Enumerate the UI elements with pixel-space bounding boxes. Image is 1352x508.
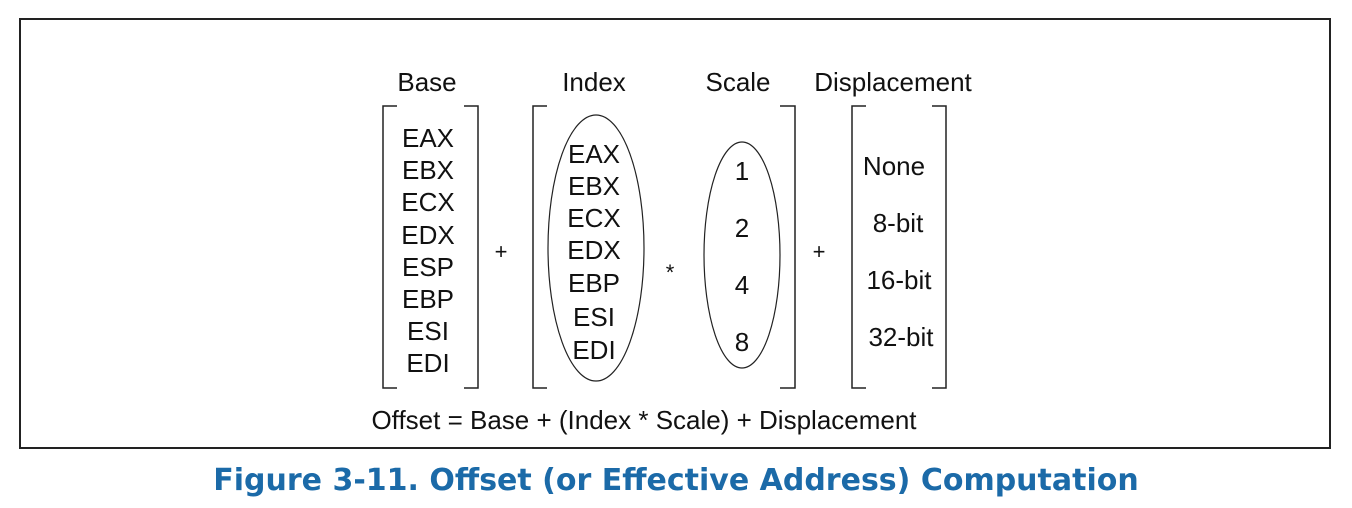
base-register: EAX — [401, 123, 455, 153]
base-register: ECX — [401, 187, 455, 217]
index-ellipse — [547, 114, 645, 382]
displacement-value: 8-bit — [872, 208, 924, 238]
offset-formula: Offset = Base + (Index * Scale) + Displa… — [371, 405, 917, 435]
index-register: ESI — [573, 302, 615, 332]
index-header: Index — [562, 67, 626, 97]
scale-value: 1 — [734, 156, 750, 186]
base-register: EBP — [401, 284, 455, 314]
index-register: EAX — [567, 139, 621, 169]
index-scale-bracket-left — [532, 105, 547, 389]
displacement-bracket-right — [932, 105, 947, 389]
scale-value: 8 — [734, 327, 750, 357]
scale-header: Scale — [705, 67, 771, 97]
index-register: EBP — [567, 268, 621, 298]
plus-operator: + — [494, 239, 508, 264]
index-scale-bracket-right — [780, 105, 796, 389]
base-header: Base — [397, 67, 457, 97]
multiply-operator: * — [665, 260, 675, 285]
base-bracket-right — [464, 105, 479, 389]
base-bracket-left — [382, 105, 397, 389]
displacement-value: 16-bit — [866, 265, 932, 295]
displacement-value: None — [862, 151, 926, 181]
base-register: EDI — [406, 348, 450, 378]
plus-operator: + — [812, 239, 826, 264]
scale-ellipse — [703, 141, 781, 369]
base-register: ESP — [401, 252, 455, 282]
base-register: EBX — [401, 155, 455, 185]
diagram-frame — [19, 18, 1331, 449]
figure-caption: Figure 3-11. Offset (or Effective Addres… — [213, 463, 1139, 498]
scale-value: 2 — [734, 213, 750, 243]
displacement-bracket-left — [851, 105, 866, 389]
index-register: ECX — [567, 203, 621, 233]
index-register: EDI — [572, 335, 616, 365]
index-register: EBX — [567, 171, 621, 201]
displacement-header: Displacement — [814, 67, 972, 97]
base-register: EDX — [401, 220, 455, 250]
scale-value: 4 — [734, 270, 750, 300]
base-register: ESI — [407, 316, 449, 346]
index-register: EDX — [567, 235, 621, 265]
displacement-value: 32-bit — [868, 322, 934, 352]
